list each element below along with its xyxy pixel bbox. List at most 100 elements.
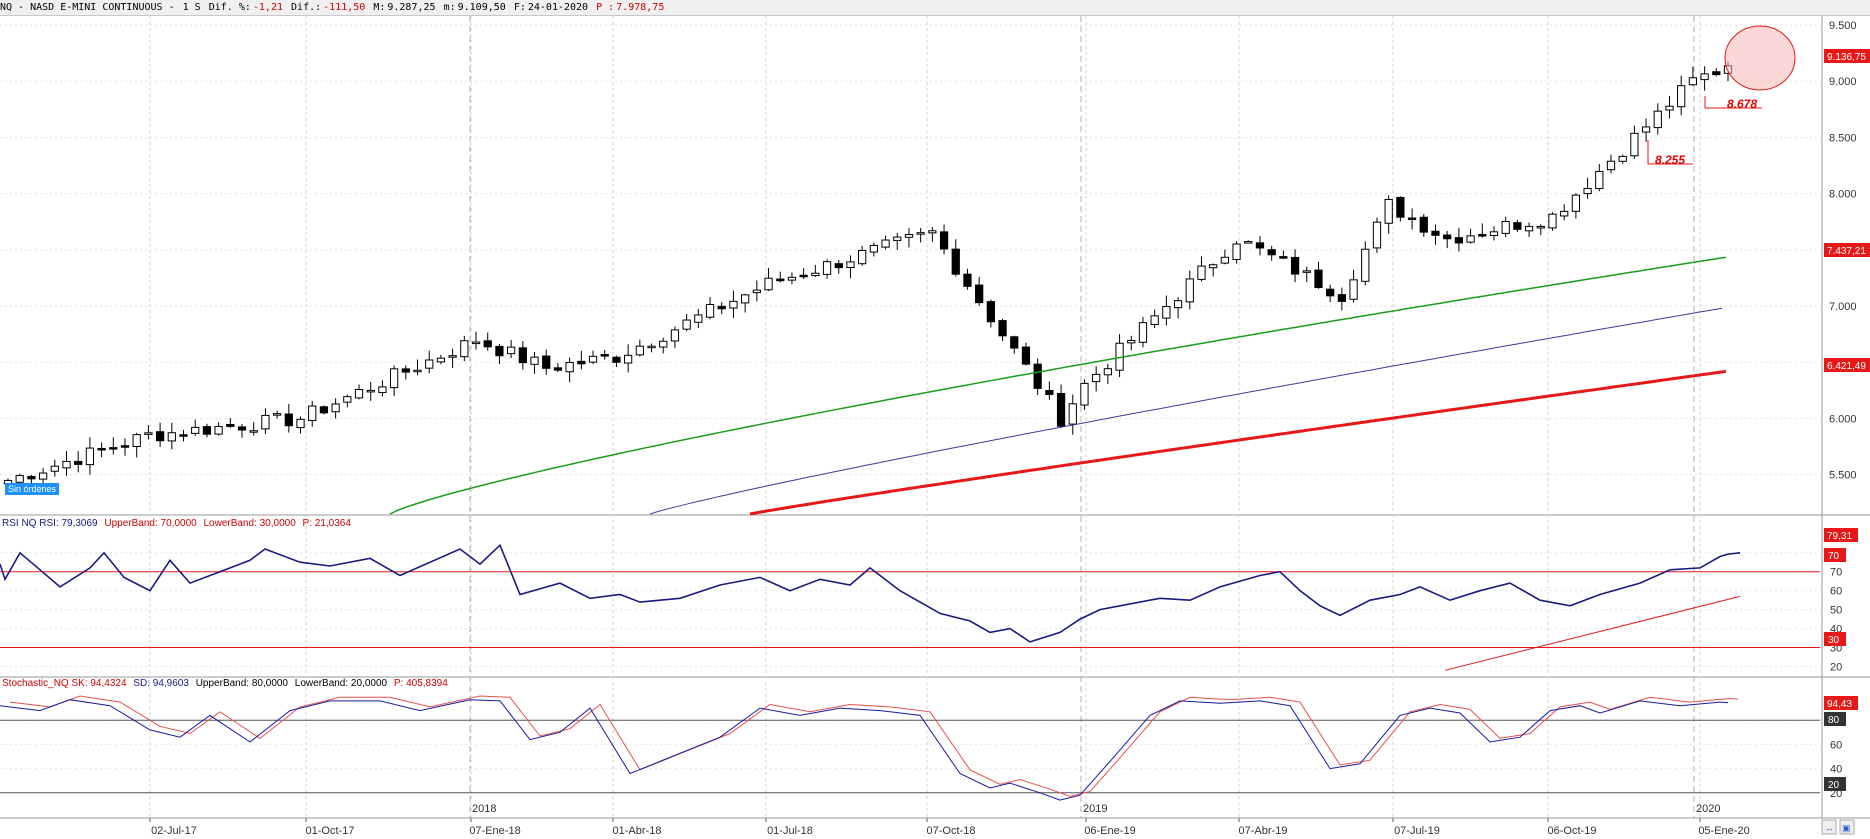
candle-down (1267, 249, 1276, 256)
min-label: m: (443, 2, 456, 13)
rsi-value-tag: 79,31 (1827, 531, 1852, 542)
candle-up (624, 354, 633, 364)
candle-up (741, 294, 750, 304)
candle-up (249, 430, 258, 433)
candle-down (975, 284, 984, 304)
candle-up (1501, 221, 1510, 234)
chart-header: NQ - NASD E-MINI CONTINUOUS - 1 S Dif. %… (0, 0, 1870, 16)
candle-up (705, 303, 715, 318)
candle-up (1583, 188, 1592, 195)
candle-down (1712, 71, 1721, 76)
rsi-panel[interactable] (0, 543, 1820, 671)
candle-up (507, 346, 516, 355)
p-value: 7.978,75 (616, 2, 665, 13)
candle-down (483, 340, 492, 348)
candle-up (822, 261, 832, 275)
candle-up (191, 426, 200, 434)
candle-up (471, 341, 481, 345)
candle-down (237, 426, 247, 431)
save-button[interactable] (1839, 819, 1855, 835)
stoch-upper-tag-bg (1824, 712, 1846, 726)
candle-up (296, 418, 305, 429)
stoch-lower-tag-bg (1824, 777, 1846, 791)
stoch-tick-label: 40 (1830, 764, 1842, 776)
stoch-value-tag: 94,43 (1827, 699, 1852, 710)
candle-down (518, 347, 527, 364)
candle-up (1244, 241, 1253, 244)
rsi-lower-tag: 30 (1828, 635, 1840, 646)
candle-up (1349, 279, 1358, 300)
rsi-upper-tag: 70 (1828, 551, 1840, 562)
candle-up (436, 357, 446, 363)
candle-up (764, 277, 773, 291)
rsi-value-tag-bg (1824, 528, 1858, 542)
candle-up (694, 314, 703, 323)
candle-up (85, 447, 95, 466)
candle-down (155, 431, 165, 442)
candle-down (553, 367, 563, 371)
candle-up (1653, 110, 1662, 129)
stoch-sd-line (9, 695, 1739, 797)
candle-up (144, 432, 153, 435)
support-line-8255 (1647, 140, 1693, 165)
candle-up (1560, 210, 1569, 217)
ma-green-tag: 7.437,21 (1827, 246, 1866, 257)
candle-up (916, 232, 925, 235)
candle-down (717, 305, 726, 310)
last-price-tag-bg (1824, 49, 1870, 63)
candle-down (799, 274, 808, 278)
candle-up (1220, 256, 1229, 264)
x-tick-label: 06-Oct-19 (1548, 825, 1597, 837)
candle-down (1290, 256, 1300, 275)
y-tick-label: 9.000 (1829, 76, 1857, 88)
candle-down (998, 320, 1007, 337)
price-panel[interactable] (3, 61, 1733, 516)
candle-up (670, 329, 680, 342)
rsi-line (0, 543, 1741, 643)
candle-up (1630, 132, 1639, 157)
candle-down (1478, 234, 1487, 237)
candle-up (1185, 278, 1194, 303)
candle-down (986, 301, 995, 323)
candle-down (202, 426, 212, 435)
candle-up (366, 389, 375, 393)
candle-up (869, 244, 878, 253)
y-tick-label: 6.000 (1829, 413, 1857, 425)
candle-up (1162, 306, 1171, 319)
date-value: 24-01-2020 (527, 2, 589, 13)
candle-up (1127, 339, 1136, 344)
candle-down (1454, 237, 1464, 244)
candle-down (1443, 234, 1452, 240)
year-label: 2020 (1696, 803, 1720, 815)
candle-up (881, 239, 890, 248)
candle-up (1384, 198, 1393, 224)
candle-up (787, 276, 797, 281)
dif-label: Dif.: (291, 2, 322, 13)
candle-down (1326, 288, 1335, 297)
candle-up (261, 414, 270, 430)
annotation-8678: 8.678 (1727, 97, 1757, 111)
rsi-tick-label: 20 (1830, 662, 1842, 674)
candle-up (647, 345, 656, 349)
candle-up (1618, 155, 1627, 162)
x-tick-label: 07-Jul-19 (1394, 825, 1440, 837)
candle-down (1407, 217, 1417, 221)
dif-value: -111,50 (323, 2, 366, 13)
candle-up (448, 355, 457, 358)
candle-up (354, 389, 364, 399)
candle-down (1396, 196, 1405, 218)
candle-down (1010, 336, 1019, 349)
rsi-upper-tag-bg (1824, 548, 1846, 562)
axes: 02-Jul-17 01-Oct-17 07-Ene-18 01-Abr-18 01-J… (149, 20, 1857, 837)
zoom-button[interactable] (1821, 819, 1837, 835)
candle-up (1372, 221, 1382, 249)
ma-blue-line (649, 307, 1723, 515)
rsi-trendline (1444, 595, 1741, 671)
stochastic-panel[interactable] (0, 695, 1820, 801)
candle-up (413, 369, 422, 373)
x-tick-label: 05-Ene-20 (1698, 825, 1749, 837)
x-tick-label: 01-Abr-18 (613, 825, 662, 837)
candle-up (565, 361, 574, 373)
candle-down (74, 460, 83, 465)
